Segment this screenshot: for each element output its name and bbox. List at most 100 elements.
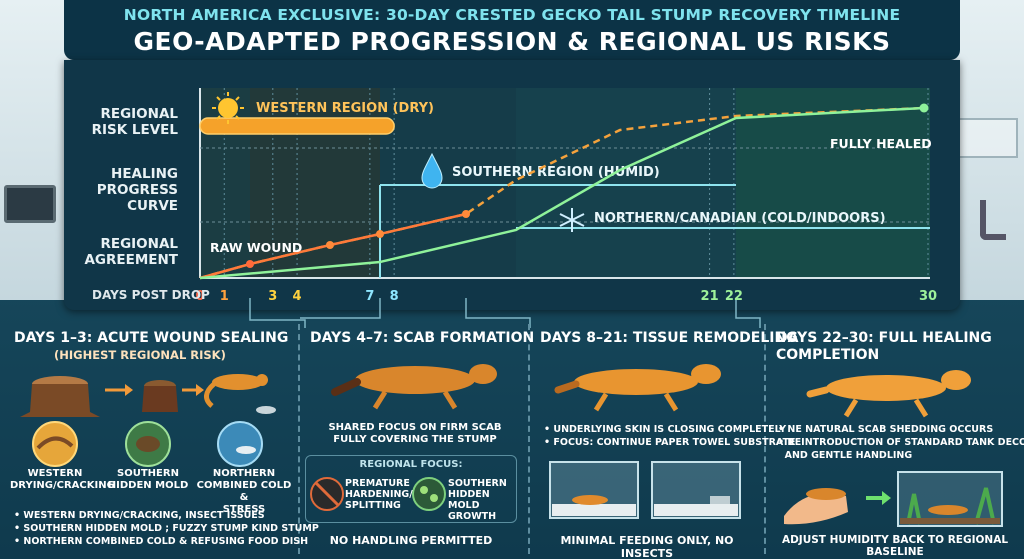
section4-gecko-illustration [806,370,971,418]
section-divider-3 [764,324,766,554]
section3-tank-illustrations [549,461,741,519]
sun-rays [212,92,244,124]
section3-footer: MINIMAL FEEDING ONLY, NO INSECTS [560,534,734,559]
tick-label-day-22: 22 [725,289,743,304]
page-subtitle: NORTH AMERICA EXCLUSIVE: 30-DAY CRESTED … [123,6,901,24]
cracking-gecko-shape [36,436,74,450]
tick-label-day-4: 4 [293,289,302,304]
northern-risk-line3: STRESS [222,504,266,515]
northern-risk-label: NORTHERN COMBINED COLD & STRESS [196,468,292,516]
focus-b-label: SOUTHERN HIDDEN MOLD GROWTH [448,478,520,522]
gecko-head [256,374,268,386]
section1-title: DAYS 1–3: ACUTE WOUND SEALING [14,330,289,346]
mold-stump-shape [136,436,160,452]
section3-gecko-illustration [554,364,721,412]
stump-body [20,384,100,417]
section-divider-1 [298,324,300,554]
northern-risk-line1: NORTHERN [212,468,276,479]
arrow-head-1 [125,384,133,396]
tick-label-day-21: 21 [701,289,719,304]
dish-in-tank [710,496,730,504]
row-label-agreement-line2: AGREEMENT [84,252,178,268]
tick-label-day-1: 1 [220,289,229,304]
section1-risk-icons [32,421,263,467]
western-risk-icon [32,421,78,467]
section4-title-line1: DAYS 22–30: FULL HEALING [776,330,992,346]
raw-wound-label: RAW WOUND [210,240,302,255]
section2-desc-line2: FULLY COVERING THE STUMP [333,434,497,445]
northern-risk-line2: COMBINED COLD & [196,480,292,503]
paper-towel-2 [654,504,738,516]
western-risk-line2: DRYING/CRACKING [10,480,115,491]
arrow-head [882,491,891,505]
tick-label-day-30: 30 [919,289,937,304]
western-risk-label: WESTERN DRYING/CRACKING [10,468,115,492]
section3-bullet-1: • UNDERLYING SKIN IS CLOSING COMPLETELY [544,424,787,435]
section1-bullet-1: • WESTERN DRYING/CRACKING, INSECT ISSUES [14,510,265,521]
section1-subtitle: (HIGHEST REGIONAL RISK) [54,348,226,362]
healing-progress-curve [199,106,925,280]
section1-bullet-3: • NORTHERN COMBINED COLD & REFUSING FOOD… [14,536,309,547]
row-label-agreement: REGIONAL AGREEMENT [18,236,178,268]
mold-spore-1 [420,486,428,494]
row-label-healing-line1: HEALING [111,166,178,182]
phase-col-4 [516,88,736,278]
tick-label-day-0: 0 [195,289,204,304]
gecko-icon [212,374,264,390]
focus-a-line1: PREMATURE [345,478,410,489]
phase-col-5 [736,88,930,278]
tick-label-day-8: 8 [390,289,399,304]
focus-a-line3: SPLITTING [345,500,401,511]
gecko-legs [593,392,679,412]
header: NORTH AMERICA EXCLUSIVE: 30-DAY CRESTED … [64,0,960,60]
western-risk-line1: WESTERN [27,468,83,479]
sun-icon [218,98,238,118]
section4-handling-illustration [784,471,1003,527]
gecko-icon [574,369,698,395]
section2-title: DAYS 4–7: SCAB FORMATION [310,330,535,346]
tick-label-day-3: 3 [268,289,277,304]
gecko-on-hand [806,488,846,500]
phase-col-3 [380,88,516,278]
gecko-head [941,370,971,390]
gecko-head [691,364,721,384]
focus-b-line3: GROWTH [448,511,497,522]
point-day-3 [326,241,334,249]
section3-title: DAYS 8–21: TISSUE REMODELING [540,330,798,346]
mold-growth-icon [412,477,446,511]
focus-b-line2: HIDDEN MOLD [448,489,490,511]
x-axis-label: DAYS POST DROP [92,288,210,302]
section4-bullet-2: • REINTRODUCTION OF STANDARD TANK DECOR [778,437,1024,448]
northern-risk-icon [217,421,263,467]
row-label-healing-line3: CURVE [127,198,178,214]
gecko-legs [843,398,929,418]
section2-footer: NO HANDLING PERMITTED [329,534,493,547]
row-label-risk: REGIONAL RISK LEVEL [18,106,178,138]
point-day-4 [376,230,384,238]
regional-focus-icons [310,477,446,511]
section-connectors [249,298,761,328]
section-divider-2 [528,324,530,554]
lab-background-right [944,0,1024,300]
section4-bullet-3: AND GENTLE HANDLING [778,450,913,461]
northern-label: NORTHERN/CANADIAN (COLD/INDOORS) [594,211,886,226]
snowflake-icon [559,208,585,232]
regional-focus-title: REGIONAL FOCUS: [359,459,463,470]
plant-icons [906,487,996,525]
gecko-in-decor-tank [928,505,968,515]
southern-risk-line1: SOUTHERN [117,468,179,479]
water-drop-icon [421,152,443,189]
southern-risk-label: SOUTHERN HIDDEN MOLD [104,468,192,492]
point-day-1 [246,260,254,268]
section2-description: SHARED FOCUS ON FIRM SCAB FULLY COVERING… [310,422,520,446]
section4-bullet-1: • NE NATURAL SCAB SHEDDING OCCURS [778,424,994,435]
section4-footer: ADJUST HUMIDITY BACK TO REGIONAL BASELIN… [781,534,1009,558]
section3-bullet-2: • FOCUS: CONTINUE PAPER TOWEL SUBSTRATE [544,437,796,448]
arrow-head-2 [196,384,204,396]
row-label-risk-line1: REGIONAL [100,106,178,122]
row-label-healing: HEALING PROGRESS CURVE [18,166,178,214]
gecko-head [469,364,497,384]
page-title: GEO-ADAPTED PROGRESSION & REGIONAL US RI… [133,27,891,56]
row-label-healing-line2: PROGRESS [96,182,178,198]
